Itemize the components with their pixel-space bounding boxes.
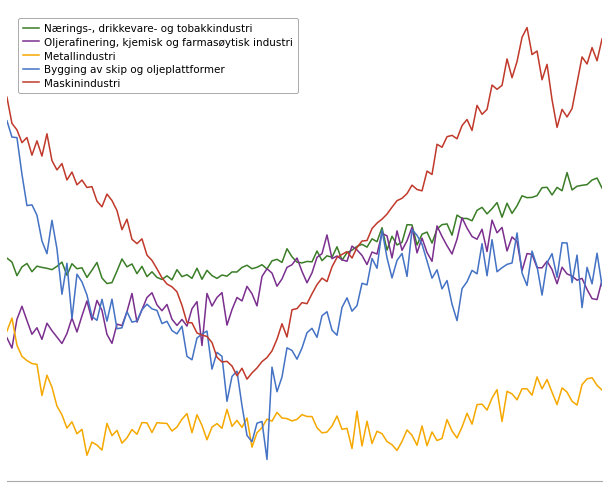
Oljerafinering, kjemisk og farmasøytisk industri [484,249,491,255]
Oljerafinering, kjemisk og farmasøytisk industri [588,296,596,302]
Bygging av skip og oljeplattformer [3,119,10,124]
Oljerafinering, kjemisk og farmasøytisk industri [168,317,175,323]
Nærings-, drikkevare- og tobakkindustri [104,281,111,287]
Bygging av skip og oljeplattformer [163,319,171,325]
Maskinindustri [523,25,530,31]
Bygging av skip og oljeplattformer [128,320,136,325]
Nærings-, drikkevare- og tobakkindustri [3,256,10,262]
Bygging av skip og oljeplattformer [599,284,606,289]
Metallindustri [138,420,146,426]
Nærings-, drikkevare- og tobakkindustri [588,178,596,183]
Metallindustri [343,426,351,431]
Maskinindustri [588,45,596,51]
Oljerafinering, kjemisk og farmasøytisk industri [599,278,606,284]
Bygging av skip og oljeplattformer [583,265,591,271]
Line: Metallindustri: Metallindustri [7,318,602,455]
Nærings-, drikkevare- og tobakkindustri [563,170,571,176]
Maskinindustri [163,282,171,287]
Line: Maskinindustri: Maskinindustri [7,28,602,379]
Metallindustri [3,328,10,334]
Maskinindustri [479,112,486,118]
Nærings-, drikkevare- og tobakkindustri [168,277,175,283]
Metallindustri [83,452,91,458]
Oljerafinering, kjemisk og farmasøytisk industri [3,335,10,341]
Line: Oljerafinering, kjemisk og farmasøytisk industri: Oljerafinering, kjemisk og farmasøytisk … [7,218,602,348]
Nærings-, drikkevare- og tobakkindustri [479,205,486,211]
Metallindustri [484,407,491,413]
Bygging av skip og oljeplattformer [263,457,270,463]
Nærings-, drikkevare- og tobakkindustri [133,271,141,277]
Oljerafinering, kjemisk og farmasøytisk industri [9,346,16,351]
Maskinindustri [3,95,10,101]
Oljerafinering, kjemisk og farmasøytisk industri [418,236,426,242]
Nærings-, drikkevare- og tobakkindustri [339,258,346,264]
Oljerafinering, kjemisk og farmasøytisk industri [339,257,346,263]
Maskinindustri [128,237,136,243]
Metallindustri [423,443,431,448]
Metallindustri [9,315,16,321]
Metallindustri [599,387,606,393]
Maskinindustri [244,376,251,382]
Bygging av skip og oljeplattformer [418,242,426,247]
Oljerafinering, kjemisk og farmasøytisk industri [133,320,141,325]
Maskinindustri [599,37,606,42]
Nærings-, drikkevare- og tobakkindustri [599,186,606,192]
Line: Bygging av skip og oljeplattformer: Bygging av skip og oljeplattformer [7,122,602,460]
Maskinindustri [339,252,346,258]
Metallindustri [588,375,596,381]
Line: Nærings-, drikkevare- og tobakkindustri: Nærings-, drikkevare- og tobakkindustri [7,173,602,284]
Oljerafinering, kjemisk og farmasøytisk industri [459,215,466,221]
Legend: Nærings-, drikkevare- og tobakkindustri, Oljerafinering, kjemisk og farmasøytisk: Nærings-, drikkevare- og tobakkindustri,… [18,19,298,94]
Bygging av skip og oljeplattformer [479,241,486,247]
Metallindustri [174,424,181,430]
Bygging av skip og oljeplattformer [339,305,346,311]
Nærings-, drikkevare- og tobakkindustri [418,232,426,238]
Maskinindustri [418,188,426,194]
